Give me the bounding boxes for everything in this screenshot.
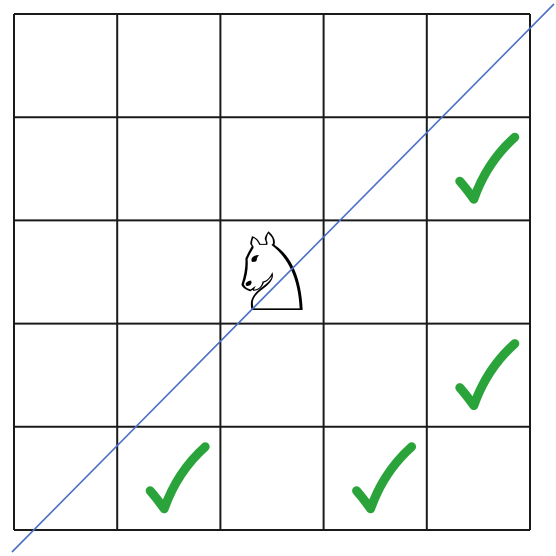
board-square-r0-c3[interactable] bbox=[323, 14, 427, 118]
board-square-r3-c2[interactable] bbox=[220, 323, 324, 427]
board-square-r2-c3[interactable] bbox=[323, 220, 427, 324]
board-square-r3-c0[interactable] bbox=[14, 323, 118, 427]
board-square-r1-c3[interactable] bbox=[323, 117, 427, 221]
checkmark-icon bbox=[455, 339, 520, 411]
board-square-r0-c4[interactable] bbox=[426, 14, 530, 118]
board-square-r1-c2[interactable] bbox=[220, 117, 324, 221]
knight-icon[interactable]: ♘ bbox=[224, 211, 321, 336]
board-square-r4-c3[interactable] bbox=[323, 426, 427, 530]
checkmark-icon bbox=[455, 132, 520, 204]
piece-layer: ♘ bbox=[224, 211, 321, 336]
board-square-r2-c0[interactable] bbox=[14, 220, 118, 324]
board-cells bbox=[14, 14, 530, 530]
board-square-r0-c2[interactable] bbox=[220, 14, 324, 118]
board-square-r2-c1[interactable] bbox=[117, 220, 221, 324]
board-square-r4-c4[interactable] bbox=[426, 426, 530, 530]
board-square-r0-c1[interactable] bbox=[117, 14, 221, 118]
board-square-r3-c3[interactable] bbox=[323, 323, 427, 427]
board-square-r2-c4[interactable] bbox=[426, 220, 530, 324]
checkmark-icon bbox=[352, 442, 417, 514]
board-square-r1-c0[interactable] bbox=[14, 117, 118, 221]
diagonal-line bbox=[11, 3, 555, 553]
board-square-r1-c4[interactable] bbox=[426, 117, 530, 221]
board-square-r2-c2[interactable] bbox=[220, 220, 324, 324]
board-square-r0-c0[interactable] bbox=[14, 14, 118, 118]
board-square-r4-c0[interactable] bbox=[14, 426, 118, 530]
board-square-r4-c2[interactable] bbox=[220, 426, 324, 530]
board-square-r3-c1[interactable] bbox=[117, 323, 221, 427]
board-square-r4-c1[interactable] bbox=[117, 426, 221, 530]
checkmarks bbox=[145, 132, 520, 514]
board-square-r3-c4[interactable] bbox=[426, 323, 530, 427]
grid-lines bbox=[13, 13, 531, 531]
board-square-r1-c1[interactable] bbox=[117, 117, 221, 221]
checkmark-icon bbox=[145, 442, 210, 514]
